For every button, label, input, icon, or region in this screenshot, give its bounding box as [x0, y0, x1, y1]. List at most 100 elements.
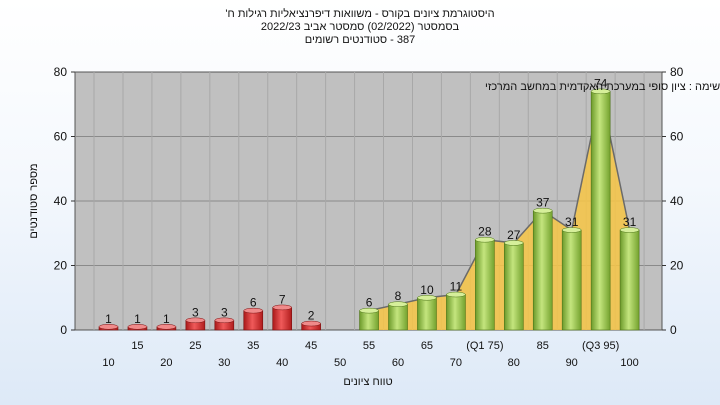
y-axis-right: 0 20 40 60 80 [662, 65, 684, 337]
bar-cap [417, 295, 437, 301]
x-tick-label: (Q1 75) [466, 340, 503, 352]
y-tick-label-right: 20 [670, 259, 684, 273]
y-tick-label-right: 80 [670, 65, 684, 79]
title-line-3: 387 - סטודנטים רשומים [304, 34, 416, 46]
bar-body [359, 310, 379, 331]
bar-cap [156, 324, 177, 330]
data-label: 31 [623, 215, 637, 229]
data-label: 11 [450, 280, 463, 294]
data-label: 37 [536, 196, 550, 210]
data-label: 10 [420, 283, 434, 297]
bar-cap [272, 304, 292, 311]
bar-body [475, 239, 495, 331]
x-tick-label: 30 [218, 357, 230, 369]
x-tick-label: (Q3 95) [582, 340, 619, 352]
x-tick-label: 20 [160, 357, 172, 369]
bar [214, 317, 235, 331]
bar [98, 324, 119, 331]
x-tick-label: 50 [334, 357, 346, 369]
bar-body [590, 91, 611, 331]
x-tick-label: 60 [392, 357, 404, 369]
bar [388, 301, 408, 331]
bar [156, 324, 177, 331]
bar [185, 317, 206, 331]
data-label: 2 [308, 309, 315, 323]
data-label: 7 [279, 292, 286, 306]
x-tick-label: 90 [566, 357, 578, 369]
data-label: 27 [507, 228, 521, 242]
y-tick-label-right: 40 [670, 194, 684, 208]
y-tick-label: 20 [54, 259, 68, 273]
chart-title: היסטוגרמת ציונים בקורס - משוואות דיפרנצי… [150, 8, 570, 47]
bar-cap [446, 291, 466, 298]
data-label: 74 [594, 76, 608, 90]
bar-cap [301, 320, 321, 327]
bar-cap [214, 317, 235, 324]
bar-cap [504, 240, 524, 246]
bars [98, 88, 640, 331]
y-tick-label: 0 [60, 323, 67, 337]
data-label: 8 [395, 289, 402, 303]
bar-body [561, 229, 582, 331]
x-tick-label: 40 [276, 357, 288, 369]
bar [243, 307, 264, 331]
bar [272, 304, 293, 331]
bar-cap [388, 301, 408, 307]
title-line-1: היסטוגרמת ציונים בקורס - משוואות דיפרנצי… [225, 8, 495, 20]
data-label: 31 [565, 215, 579, 229]
y-tick-label: 80 [54, 65, 68, 79]
x-tick-label: 25 [189, 340, 201, 352]
bar-cap [590, 88, 611, 95]
bar [619, 227, 640, 331]
x-tick-label: 10 [102, 357, 114, 369]
bar-body [417, 297, 437, 331]
bar-body [446, 294, 466, 331]
x-tick-label: 65 [421, 340, 433, 352]
bar-cap [561, 227, 582, 233]
bar [446, 291, 466, 331]
bar [301, 320, 321, 331]
bar [475, 236, 495, 331]
x-axis-title: טווח ציונים [343, 376, 392, 388]
y-axis-left: 0 20 40 60 80 [54, 65, 75, 337]
data-label: 3 [221, 305, 228, 319]
bar-body [243, 310, 264, 331]
bar-cap [359, 307, 379, 314]
x-tick-label: 15 [131, 340, 143, 352]
x-axis: 10 15 20 25 30 35 40 45 50 55 60 65 70 (Q1 75) 80 85 90 (… [102, 340, 638, 369]
y-tick-label: 40 [54, 194, 68, 208]
data-label: 6 [366, 296, 373, 310]
x-tick-label: 55 [363, 340, 375, 352]
data-label: 1 [105, 312, 112, 326]
bar-cap [127, 324, 148, 330]
x-tick-label: 80 [508, 357, 520, 369]
bar-cap [98, 324, 119, 330]
bar [417, 295, 437, 331]
x-tick-label: 45 [305, 340, 317, 352]
bar-cap [185, 317, 206, 324]
bar [127, 324, 148, 331]
data-label: 3 [192, 305, 199, 319]
y-axis-title: מספר סטודנטים [28, 163, 40, 238]
bar-cap [243, 307, 263, 314]
x-tick-label: 100 [620, 357, 638, 369]
bar-cap [619, 227, 640, 233]
chart-annotation: במשימה : ציון סופי במערכת האקדמית במחשב … [485, 81, 720, 93]
bar [359, 307, 379, 331]
bar-body [272, 307, 293, 331]
area-outline [368, 91, 631, 312]
bar-cap [475, 236, 495, 243]
data-label: 6 [250, 296, 257, 310]
data-label: 1 [134, 312, 141, 326]
bar [503, 240, 524, 331]
x-tick-label: 35 [247, 340, 259, 352]
bar [590, 88, 611, 331]
title-line-2: בסמסטר (02/2022) סמסטר אביב 2022/23 [260, 21, 460, 33]
bar [532, 207, 553, 331]
y-tick-label: 60 [54, 130, 68, 144]
bar-body [532, 210, 553, 331]
x-tick-label: 85 [537, 340, 549, 352]
data-label: 28 [478, 225, 492, 239]
